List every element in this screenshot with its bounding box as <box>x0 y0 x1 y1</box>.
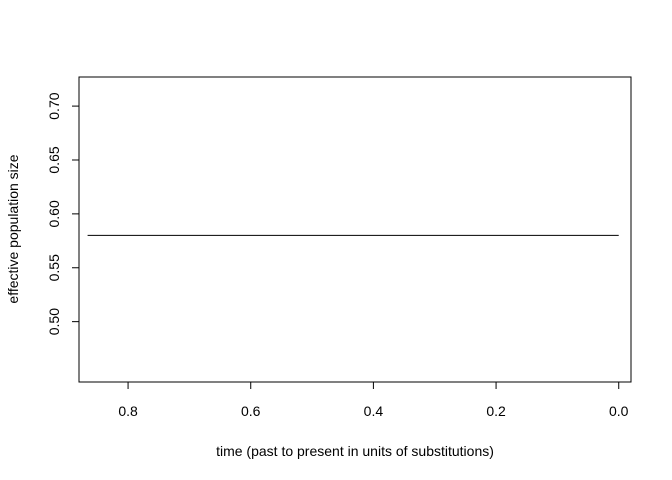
y-axis-title: effective population size <box>5 154 21 303</box>
x-tick-label: 0.6 <box>241 403 261 419</box>
x-tick-label: 0.2 <box>486 403 506 419</box>
y-tick-label: 0.55 <box>46 254 62 281</box>
y-tick-label: 0.70 <box>46 92 62 119</box>
x-tick-label: 0.4 <box>364 403 384 419</box>
y-axis: 0.50 0.55 0.60 0.65 0.70 <box>46 92 80 335</box>
y-tick-label: 0.65 <box>46 146 62 173</box>
x-tick-label: 0.0 <box>609 403 629 419</box>
x-axis-title: time (past to present in units of substi… <box>216 443 494 459</box>
y-tick-label: 0.50 <box>46 308 62 335</box>
y-tick-label: 0.60 <box>46 200 62 227</box>
x-tick-label: 0.8 <box>118 403 138 419</box>
plot-frame <box>78 76 632 383</box>
x-axis: 0.8 0.6 0.4 0.2 0.0 <box>118 381 629 419</box>
